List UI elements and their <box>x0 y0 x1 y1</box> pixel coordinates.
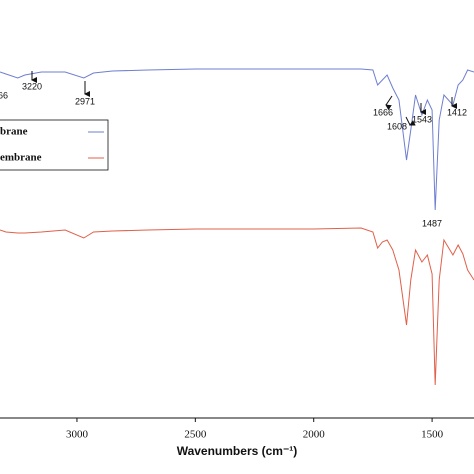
legend-text: brane <box>0 126 28 138</box>
annotation: 66 <box>0 90 8 100</box>
x-tick-label: 2500 <box>184 429 207 441</box>
annotation: 1608 <box>387 121 407 131</box>
annotation: 1487 <box>422 218 442 228</box>
x-tick-label: 1500 <box>421 429 444 441</box>
x-tick-label: 2000 <box>303 429 326 441</box>
spectrum-line <box>0 68 474 211</box>
annotation: 3220 <box>22 81 42 91</box>
legend-box <box>0 119 109 171</box>
annotation: 1666 <box>373 107 393 117</box>
annotation-arrow <box>385 95 393 111</box>
annotation: 1543 <box>412 114 432 124</box>
annotation: 2971 <box>75 96 95 106</box>
annotation: 1412 <box>447 107 467 117</box>
x-tick-label: 3000 <box>66 429 89 441</box>
x-axis-title: Wavenumbers (cm⁻¹) <box>177 444 298 458</box>
legend-text: embrane <box>0 152 42 164</box>
spectrum-line <box>0 227 474 386</box>
annotation-arrow <box>405 116 416 126</box>
